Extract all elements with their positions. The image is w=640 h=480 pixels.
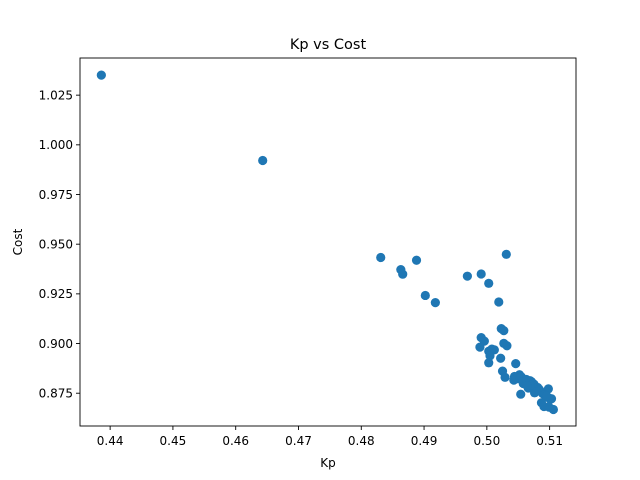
data-point	[462, 271, 472, 281]
data-point	[541, 391, 552, 401]
data-point	[484, 358, 494, 368]
data-point	[398, 269, 408, 279]
data-points	[96, 70, 558, 415]
data-point	[500, 372, 510, 382]
data-point	[485, 351, 495, 361]
data-point	[475, 342, 485, 352]
y-axis-ticks: 0.875 0.900 0.925 0.950 0.975 1.000 1.025	[39, 88, 80, 401]
y-axis-label: Cost	[11, 228, 25, 255]
y-tick-label: 0.950	[39, 237, 73, 251]
x-tick-label: 0.48	[348, 434, 375, 448]
data-point	[494, 297, 504, 307]
data-point	[476, 269, 486, 279]
data-point	[544, 402, 554, 412]
x-tick-label: 0.51	[536, 434, 563, 448]
x-tick-label: 0.46	[222, 434, 249, 448]
y-tick-label: 0.900	[39, 337, 73, 351]
data-point	[258, 155, 268, 166]
data-point	[411, 255, 422, 265]
y-tick-label: 1.025	[39, 88, 73, 102]
x-tick-label: 0.44	[97, 434, 124, 448]
data-point	[420, 290, 430, 301]
x-axis-ticks: 0.44 0.45 0.46 0.47 0.48 0.49 0.50 0.51	[97, 426, 563, 448]
data-point	[522, 381, 532, 391]
data-point	[376, 252, 386, 263]
data-point	[96, 70, 106, 80]
x-tick-label: 0.49	[411, 434, 438, 448]
y-tick-label: 1.000	[39, 138, 73, 152]
data-point	[484, 278, 494, 288]
data-point	[531, 387, 541, 397]
x-axis-label: Kp	[320, 456, 336, 470]
data-point	[502, 341, 512, 351]
data-point	[496, 353, 506, 363]
x-tick-label: 0.47	[285, 434, 312, 448]
x-tick-label: 0.50	[473, 434, 500, 448]
data-point	[430, 298, 440, 308]
chart-title: Kp vs Cost	[290, 37, 367, 53]
plot-frame	[79, 57, 577, 427]
y-tick-label: 0.925	[39, 287, 73, 301]
x-tick-label: 0.45	[160, 434, 187, 448]
data-point	[516, 389, 526, 399]
data-point	[501, 249, 511, 259]
y-tick-label: 0.875	[39, 387, 73, 401]
y-tick-label: 0.975	[39, 188, 73, 202]
data-point	[511, 359, 521, 369]
data-point	[499, 326, 509, 336]
